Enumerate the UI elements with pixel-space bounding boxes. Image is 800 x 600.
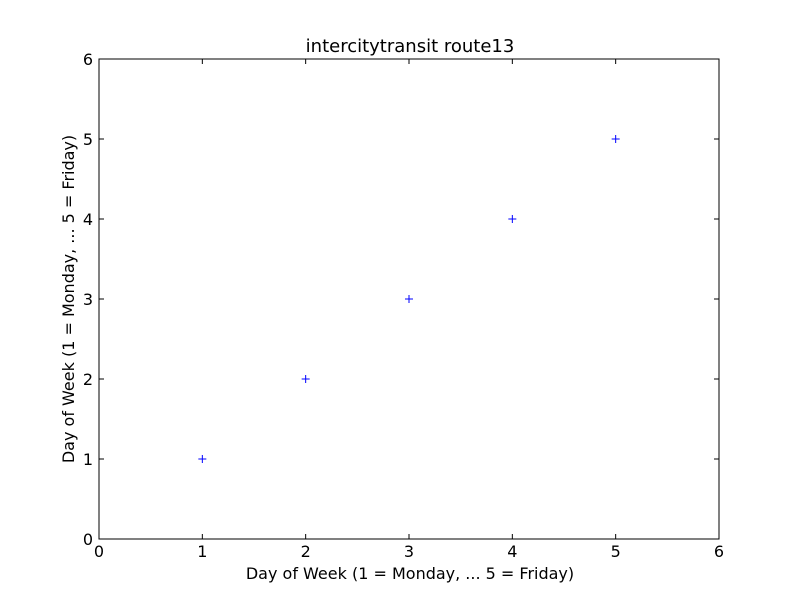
y-tick-label: 2	[83, 370, 93, 389]
data-point-marker	[611, 135, 620, 143]
y-tick-label: 5	[83, 130, 93, 149]
x-tick-label: 6	[714, 542, 724, 561]
x-tick-label: 2	[301, 542, 311, 561]
data-point-marker	[405, 295, 413, 303]
x-tick-label: 0	[94, 542, 104, 561]
x-tick-label: 4	[507, 542, 517, 561]
y-tick-label: 4	[83, 210, 93, 229]
data-point-marker	[301, 375, 310, 383]
data-point-marker	[198, 455, 207, 463]
x-axis-ticks: 0 1 2 3 4 5 6	[94, 59, 724, 561]
y-axis-label: Day of Week (1 = Monday, ... 5 = Friday)	[59, 135, 78, 463]
y-tick-label: 0	[83, 530, 93, 549]
y-tick-label: 1	[83, 450, 93, 469]
y-tick-label: 6	[83, 50, 93, 69]
chart-title: intercitytransit route13	[306, 36, 515, 57]
x-tick-label: 3	[404, 542, 414, 561]
x-axis-label: Day of Week (1 = Monday, ... 5 = Friday)	[246, 564, 574, 583]
x-tick-label: 5	[611, 542, 621, 561]
data-points	[198, 135, 620, 463]
data-point-marker	[508, 215, 517, 223]
y-tick-label: 3	[83, 290, 93, 309]
x-tick-label: 1	[197, 542, 207, 561]
y-axis-ticks: 0 1 2 3 4 5 6	[83, 50, 719, 549]
